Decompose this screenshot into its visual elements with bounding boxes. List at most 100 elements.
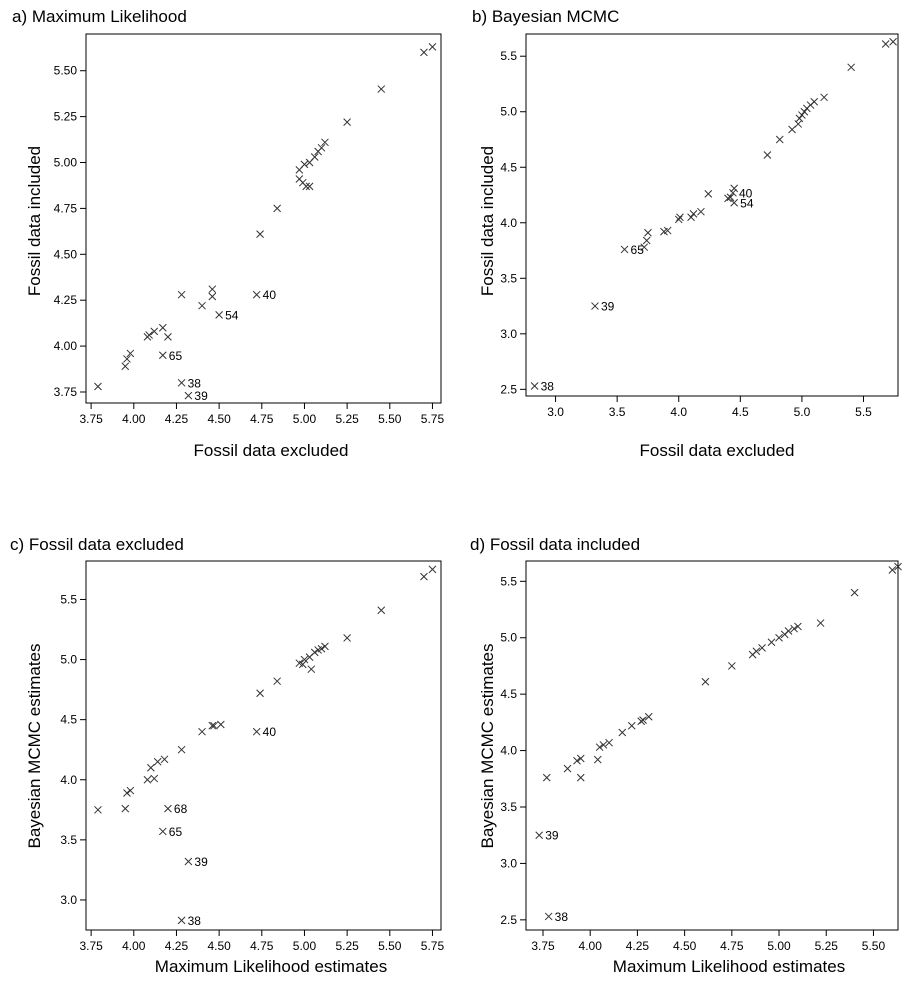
data-point (727, 662, 736, 670)
data-point (798, 111, 806, 119)
data-point (663, 226, 672, 235)
y-tick-label: 3.0 (60, 893, 77, 907)
data-point (726, 193, 735, 202)
y-axis-title: Fossil data included (478, 146, 497, 296)
data-point (701, 677, 710, 686)
y-tick-label: 4.0 (500, 216, 517, 230)
x-tick-label: 4.50 (207, 939, 231, 953)
plot-frame (85, 33, 442, 404)
y-tick-label: 5.5 (500, 49, 517, 63)
x-tick-label: 3.5 (609, 405, 626, 419)
data-point (599, 741, 608, 749)
data-point (676, 213, 684, 222)
data-point (273, 677, 282, 686)
x-tick-label: 5.00 (293, 939, 317, 953)
data-point (595, 743, 604, 752)
panel-a: a) Maximum Likelihood 3.75 4.00 4.25 4.50 4.… (0, 0, 451, 470)
data-point (317, 644, 326, 653)
x-axis-title: Fossil data excluded (194, 441, 349, 460)
data-point (198, 727, 206, 736)
data-point (310, 153, 319, 161)
point-label: 39 (601, 300, 615, 314)
data-point (563, 764, 572, 773)
data-point (573, 756, 581, 765)
data-point (317, 143, 326, 152)
x-tick-label: 5.75 (421, 412, 445, 426)
data-point (763, 151, 772, 159)
point-label: 40 (263, 288, 277, 302)
x-tick-label: 5.50 (378, 939, 402, 953)
point-label: 54 (740, 196, 754, 210)
data-point (627, 721, 636, 730)
data-point (126, 349, 135, 358)
data-point (321, 138, 329, 147)
data-point (256, 689, 264, 698)
x-tick-label: 5.50 (862, 939, 886, 953)
x-tick-label: 5.50 (378, 412, 402, 426)
data-point (420, 48, 428, 57)
data-point (208, 292, 217, 301)
data-point (123, 789, 131, 797)
point-label: 38 (188, 914, 202, 928)
y-tick-label: 4.5 (500, 687, 517, 701)
x-tick-label: 4.5 (732, 405, 749, 419)
point-label: 38 (188, 376, 202, 390)
data-point (147, 763, 155, 772)
data-point (794, 622, 802, 631)
scatter-plot-b: b) Bayesian MCMC 3.0 3.5 4.0 4.5 5.0 5.52.53.… (472, 7, 899, 460)
data-point (216, 720, 225, 729)
data-point (198, 301, 206, 310)
data-point (215, 311, 223, 319)
data-point (800, 107, 809, 116)
data-point (343, 634, 351, 642)
data-point (820, 93, 828, 102)
plot-frame (85, 560, 442, 931)
x-tick-label: 3.75 (79, 939, 103, 953)
data-point (881, 40, 890, 48)
x-tick-label: 3.0 (547, 405, 564, 419)
panel-title: c) Fossil data excluded (10, 535, 184, 554)
y-tick-label: 3.0 (500, 327, 517, 341)
data-point (591, 302, 599, 310)
data-point (788, 125, 796, 134)
y-tick-label: 3.5 (500, 271, 517, 285)
point-label: 65 (631, 243, 645, 257)
panel-title: d) Fossil data included (470, 535, 640, 554)
y-tick-label: 5.0 (60, 653, 77, 667)
data-point (256, 230, 264, 238)
data-point (542, 773, 551, 782)
data-point (605, 738, 613, 747)
data-point (184, 391, 193, 400)
scatter-plot-a: a) Maximum Likelihood 3.75 4.00 4.25 4.50 4.… (12, 7, 445, 460)
data-point (210, 721, 218, 730)
panel-d: d) Fossil data included 3.75 4.00 4.25 4.50… (451, 510, 903, 982)
x-tick-label: 5.00 (293, 412, 317, 426)
plot-frame (525, 33, 899, 397)
data-point (143, 775, 152, 784)
data-point (177, 745, 186, 754)
panel-title: b) Bayesian MCMC (472, 7, 619, 26)
data-point (420, 572, 428, 581)
data-point (121, 804, 130, 813)
y-tick-label: 4.75 (54, 201, 78, 215)
y-tick-label: 4.5 (500, 160, 517, 174)
data-point (620, 245, 629, 254)
y-tick-label: 4.00 (54, 339, 78, 353)
y-tick-label: 3.0 (500, 856, 517, 870)
panel-c: c) Fossil data excluded 3.75 4.00 4.25 4.50… (0, 510, 451, 982)
y-tick-label: 3.5 (60, 833, 77, 847)
x-axis-title: Maximum Likelihood estimates (613, 957, 845, 976)
y-axis-title: Fossil data included (25, 146, 44, 296)
data-point (126, 786, 135, 795)
y-axis-title: Bayesian MCMC estimates (478, 643, 497, 848)
panel-title: a) Maximum Likelihood (12, 7, 187, 26)
data-point (377, 606, 386, 615)
data-point (576, 773, 585, 782)
data-point (307, 665, 316, 674)
point-label: 38 (555, 910, 569, 924)
data-point (164, 804, 172, 813)
data-point (704, 190, 713, 198)
data-point (752, 647, 761, 656)
data-point (310, 648, 319, 657)
data-point (208, 285, 217, 294)
